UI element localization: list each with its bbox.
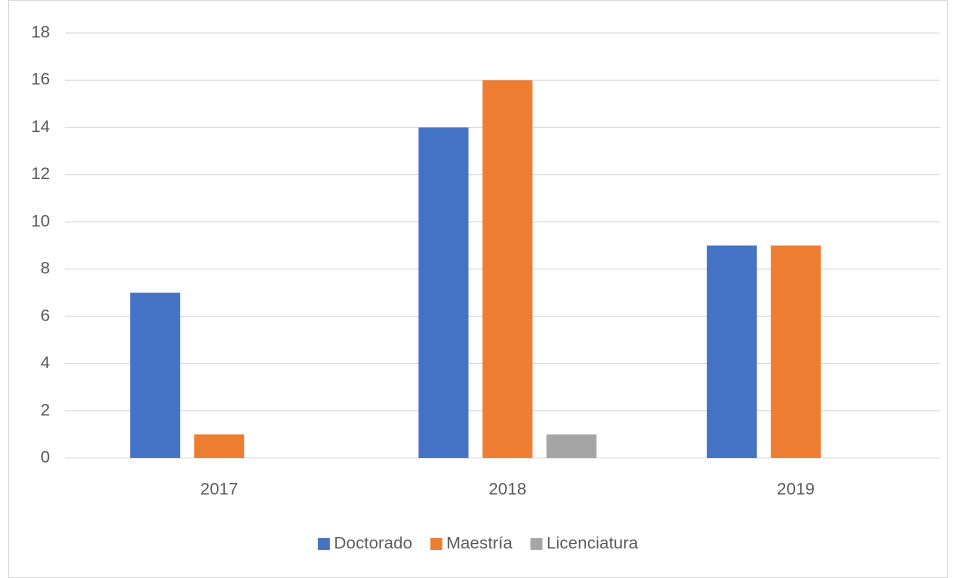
bar [194, 434, 245, 458]
y-tick-label: 14 [31, 117, 50, 136]
legend-swatch [317, 538, 330, 550]
y-tick-label: 4 [41, 353, 50, 372]
x-tick-label: 2018 [489, 479, 527, 498]
legend-swatch [430, 538, 443, 550]
bar [130, 292, 181, 458]
y-tick-label: 8 [41, 259, 50, 278]
x-tick-label: 2017 [200, 479, 238, 498]
y-tick-label: 12 [31, 164, 50, 183]
bar [770, 245, 821, 458]
bar [418, 127, 469, 458]
legend-label: Maestría [446, 533, 513, 552]
bar [482, 80, 533, 458]
y-tick-label: 2 [41, 400, 50, 419]
bar [706, 245, 757, 458]
y-tick-label: 6 [41, 306, 50, 325]
legend-label: Doctorado [334, 533, 412, 552]
legend-label: Licenciatura [546, 533, 638, 552]
y-tick-label: 18 [31, 22, 50, 41]
y-tick-label: 16 [31, 70, 50, 89]
y-tick-label: 0 [41, 447, 50, 466]
legend-swatch [530, 538, 543, 550]
bar [546, 434, 597, 458]
x-tick-label: 2019 [777, 479, 815, 498]
y-tick-label: 10 [31, 211, 50, 230]
